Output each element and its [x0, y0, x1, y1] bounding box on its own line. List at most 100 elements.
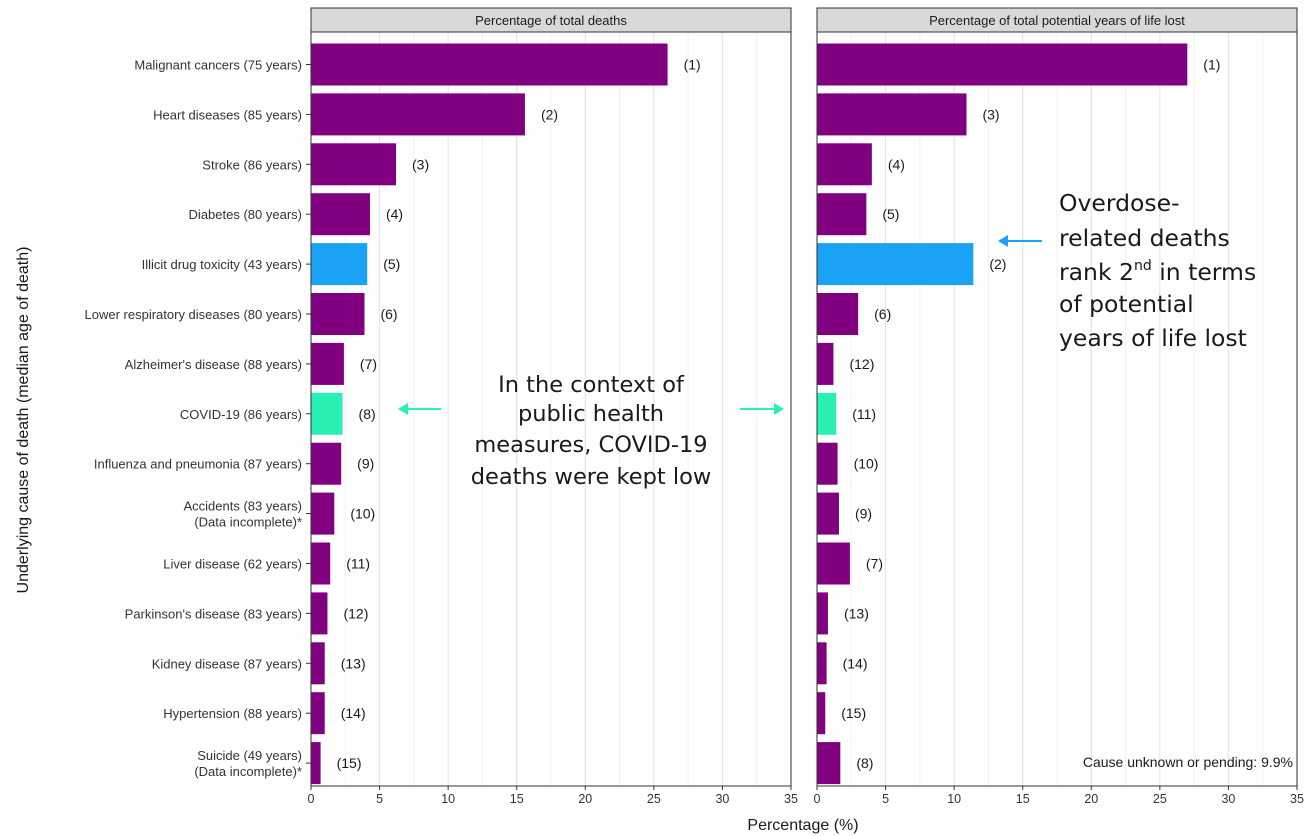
x-tick-label: 35: [784, 792, 798, 806]
overdose-callout-rank: rank 2: [1059, 258, 1134, 286]
rank-label: (15): [841, 705, 866, 721]
x-tick-label: 20: [578, 792, 592, 806]
bar: [817, 642, 827, 685]
rank-label: (2): [541, 106, 558, 122]
bar: [817, 43, 1188, 86]
x-tick-label: 10: [441, 792, 455, 806]
category-labels: Malignant cancers (75 years) Heart diseas…: [85, 58, 311, 779]
overdose-callout-line-2: related deaths: [1059, 224, 1230, 252]
bar: [311, 93, 525, 136]
x-tick-label: 25: [1153, 792, 1167, 806]
rank-label: (14): [341, 705, 366, 721]
overdose-callout-rank-suffix: in terms: [1152, 258, 1256, 286]
x-tick-label: 30: [1221, 792, 1235, 806]
bar: [817, 342, 834, 385]
rank-label: (13): [341, 655, 366, 671]
bar: [311, 492, 335, 535]
rank-label: (9): [357, 456, 374, 472]
x-tick-label: 10: [947, 792, 961, 806]
rank-label: (5): [882, 206, 899, 222]
cause-unknown-note: Cause unknown or pending: 9.9%: [1083, 754, 1293, 770]
covid-callout: In the context of public health measures…: [471, 372, 712, 490]
rank-label: (6): [874, 306, 891, 322]
covid-callout-line-2: public health: [518, 401, 664, 427]
bar: [817, 742, 841, 785]
bar: [311, 642, 325, 685]
rank-label: (11): [346, 556, 370, 572]
rank-label: (10): [854, 456, 879, 472]
bar: [817, 93, 967, 136]
x-tick-label: 5: [882, 792, 889, 806]
bar: [311, 293, 365, 335]
panel-border: [310, 31, 792, 787]
rank-label: (8): [359, 406, 376, 422]
bar: [311, 392, 343, 435]
category-label: Kidney disease (87 years): [152, 656, 302, 671]
x-tick-label: 35: [1290, 792, 1304, 806]
y-axis-title: Underlying cause of death (median age of…: [15, 247, 32, 594]
bar: [311, 143, 397, 186]
category-label: Heart diseases (85 years): [153, 107, 302, 122]
rank-label: (4): [386, 206, 403, 222]
overdose-callout-superscript: nd: [1134, 258, 1152, 274]
rank-label: (5): [383, 256, 400, 272]
bar: [311, 442, 342, 485]
panel-title: Percentage of total potential years of l…: [929, 13, 1185, 28]
category-label: Liver disease (62 years): [163, 557, 302, 572]
bar: [817, 692, 826, 735]
rank-label: (12): [343, 605, 368, 621]
rank-label: (13): [844, 605, 869, 621]
bar: [817, 592, 828, 635]
covid-callout-line-3: measures, COVID-19: [474, 432, 707, 458]
bar: [311, 692, 325, 735]
overdose-callout-line-5: years of life lost: [1059, 324, 1247, 352]
bar: [311, 542, 331, 585]
panel-border: [816, 31, 1298, 787]
bar: [817, 143, 872, 186]
rank-label: (9): [855, 506, 872, 522]
chart-panels: Percentage of total deaths (1) (2) (3) (4) (5…: [308, 7, 1304, 806]
rank-label: (11): [852, 406, 876, 422]
category-label: Stroke (86 years): [202, 157, 302, 172]
overdose-arrow: [998, 235, 1042, 247]
x-tick-label: 0: [814, 792, 821, 806]
covid-callout-line-4: deaths were kept low: [471, 464, 712, 490]
category-label: Hypertension (88 years): [163, 706, 302, 721]
bar: [817, 193, 867, 236]
rank-label: (3): [412, 156, 429, 172]
bar: [311, 592, 328, 635]
rank-label: (7): [360, 356, 377, 372]
x-tick-label: 20: [1084, 792, 1098, 806]
bar: [311, 742, 321, 785]
covid-arrow-right: [740, 403, 784, 415]
rank-label: (10): [350, 506, 375, 522]
bar: [817, 542, 850, 585]
x-tick-label: 0: [308, 792, 315, 806]
x-tick-label: 15: [510, 792, 524, 806]
category-label: Lower respiratory diseases (80 years): [85, 307, 302, 322]
x-tick-label: 25: [647, 792, 661, 806]
bar: [817, 293, 859, 335]
rank-label: (2): [989, 256, 1006, 272]
x-tick-label: 5: [376, 792, 383, 806]
category-label: Illicit drug toxicity (43 years): [142, 257, 302, 272]
panel-title: Percentage of total deaths: [475, 13, 627, 28]
category-label: Parkinson's disease (83 years): [125, 606, 302, 621]
rank-label: (6): [380, 306, 397, 322]
category-label: Alzheimer's disease (88 years): [125, 357, 302, 372]
rank-label: (15): [337, 755, 362, 771]
callout-arrows: [398, 235, 1042, 415]
rank-label: (12): [849, 356, 874, 372]
rank-label: (14): [843, 655, 868, 671]
bar: [311, 193, 370, 236]
overdose-callout-line-3: rank 2nd in terms: [1059, 258, 1256, 286]
category-label: COVID-19 (86 years): [180, 407, 302, 422]
panel-2: Percentage of total potential years of l…: [814, 7, 1304, 806]
overdose-callout-line-1: Overdose-: [1059, 189, 1180, 217]
bar: [311, 243, 368, 286]
x-axis-title: Percentage (%): [747, 817, 858, 834]
bar: [817, 492, 839, 535]
overdose-callout: Overdose- related deaths rank 2nd in ter…: [1059, 189, 1256, 352]
overdose-callout-line-4: of potential: [1059, 290, 1194, 318]
